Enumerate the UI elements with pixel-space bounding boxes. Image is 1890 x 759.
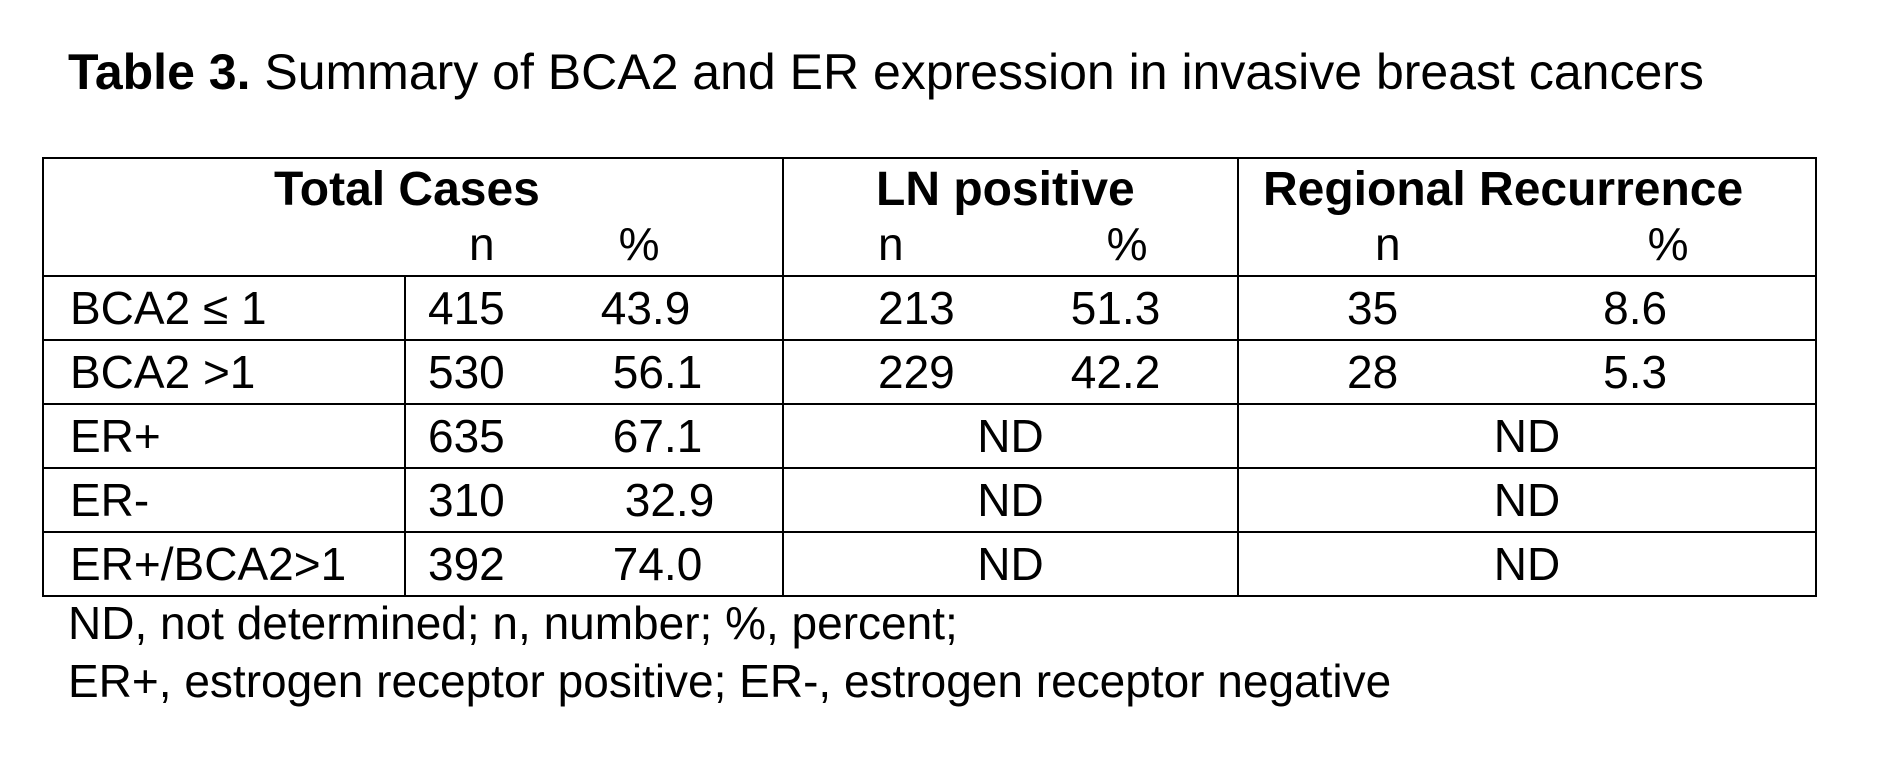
total-pct: 32.9 xyxy=(625,473,715,527)
group-title-total-cases: Total Cases xyxy=(274,161,782,219)
rr-cell: ND xyxy=(1238,468,1816,532)
group-title-ln-positive: LN positive xyxy=(876,161,1237,219)
table-caption: Table 3. Summary of BCA2 and ER expressi… xyxy=(68,42,1704,102)
subheader-n: n xyxy=(878,219,904,269)
ln-cell: ND xyxy=(783,468,1238,532)
total-n: 415 xyxy=(428,281,505,335)
rr-cell: ND xyxy=(1238,404,1816,468)
table-row: ER+ 635 67.1 ND ND xyxy=(43,404,1816,468)
row-label: BCA2 >1 xyxy=(43,340,405,404)
ln-pct: 42.2 xyxy=(1071,345,1161,399)
rr-cell: 35 8.6 xyxy=(1238,276,1816,340)
ln-pct: 51.3 xyxy=(1071,281,1161,335)
table-footnote: ND, not determined; n, number; %, percen… xyxy=(68,594,1391,710)
ln-cell: ND xyxy=(783,404,1238,468)
ln-cell: 229 42.2 xyxy=(783,340,1238,404)
total-cell: 415 43.9 xyxy=(405,276,783,340)
row-label: ER- xyxy=(43,468,405,532)
ln-n: 229 xyxy=(878,345,955,399)
total-pct: 56.1 xyxy=(613,345,703,399)
table-row: ER- 310 32.9 ND ND xyxy=(43,468,1816,532)
total-n: 530 xyxy=(428,345,505,399)
table-row: BCA2 >1 530 56.1 229 42.2 28 5.3 xyxy=(43,340,1816,404)
total-cell: 310 32.9 xyxy=(405,468,783,532)
rr-n: 35 xyxy=(1347,281,1398,335)
row-label: ER+ xyxy=(43,404,405,468)
subheader-pct: % xyxy=(1107,219,1148,269)
header-row: Total Cases n % LN positive n % Regional… xyxy=(43,158,1816,276)
total-n: 392 xyxy=(428,537,505,591)
total-pct: 74.0 xyxy=(613,537,703,591)
caption-text: Summary of BCA2 and ER expression in inv… xyxy=(250,44,1703,100)
caption-label: Table 3. xyxy=(68,44,250,100)
table-row: ER+/BCA2>1 392 74.0 ND ND xyxy=(43,532,1816,596)
total-cell: 392 74.0 xyxy=(405,532,783,596)
total-n: 310 xyxy=(428,473,505,527)
rr-pct: 5.3 xyxy=(1603,345,1667,399)
table-row: BCA2 ≤ 1 415 43.9 213 51.3 35 8.6 xyxy=(43,276,1816,340)
total-pct: 43.9 xyxy=(601,281,691,335)
footnote-line: ER+, estrogen receptor positive; ER-, es… xyxy=(68,652,1391,710)
rr-pct: 8.6 xyxy=(1603,281,1667,335)
total-cell: 530 56.1 xyxy=(405,340,783,404)
total-cell: 635 67.1 xyxy=(405,404,783,468)
rr-cell: ND xyxy=(1238,532,1816,596)
ln-n: 213 xyxy=(878,281,955,335)
ln-cell: ND xyxy=(783,532,1238,596)
group-title-regional-recurrence: Regional Recurrence xyxy=(1263,161,1815,219)
total-pct: 67.1 xyxy=(613,409,703,463)
subheader-n: n xyxy=(469,219,495,269)
group-header-total-cases: Total Cases n % xyxy=(43,158,783,276)
ln-cell: 213 51.3 xyxy=(783,276,1238,340)
subheader-pct: % xyxy=(619,219,660,269)
group-header-ln-positive: LN positive n % xyxy=(783,158,1238,276)
rr-cell: 28 5.3 xyxy=(1238,340,1816,404)
rr-n: 28 xyxy=(1347,345,1398,399)
footnote-line: ND, not determined; n, number; %, percen… xyxy=(68,594,1391,652)
data-table: Total Cases n % LN positive n % Regional… xyxy=(42,157,1817,597)
subheader-n: n xyxy=(1375,219,1401,269)
group-header-regional-recurrence: Regional Recurrence n % xyxy=(1238,158,1816,276)
total-n: 635 xyxy=(428,409,505,463)
subheader-pct: % xyxy=(1648,219,1689,269)
row-label: BCA2 ≤ 1 xyxy=(43,276,405,340)
row-label: ER+/BCA2>1 xyxy=(43,532,405,596)
